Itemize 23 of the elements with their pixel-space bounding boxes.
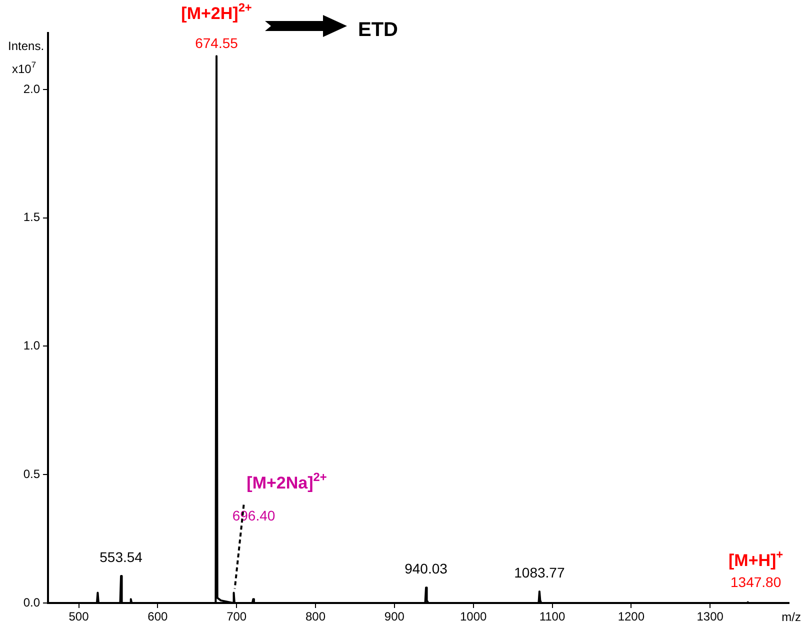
y-tick-label: 2.0 [23, 82, 40, 96]
x-tick-label: 900 [384, 610, 405, 623]
y-tick-label: 0.5 [23, 466, 40, 481]
x-tick-label: 600 [148, 610, 168, 623]
x-tick-label: 700 [226, 610, 247, 623]
annotation: 674.55 [195, 35, 238, 52]
annotation: [M+H]+ [728, 548, 784, 570]
x-tick-label: 1000 [460, 610, 488, 623]
y-tick-label: 1.0 [23, 338, 40, 353]
annotation: 1347.80 [730, 574, 782, 590]
annotation: 940.03 [404, 560, 448, 577]
annotation: 1083.77 [514, 564, 565, 580]
x-tick-label: 500 [68, 610, 90, 623]
x-tick-label: 1300 [696, 610, 724, 623]
x-tick-label: 1100 [539, 610, 566, 623]
y-tick-label: 0.0 [23, 595, 40, 610]
annotation: ETD [358, 19, 398, 41]
annotation: 696.40 [232, 508, 276, 524]
x-axis-title: m/z [782, 610, 802, 623]
y-tick-label: 1.5 [23, 210, 40, 224]
x-tick-label: 800 [306, 610, 326, 623]
annotation: 553.54 [100, 549, 143, 566]
x-tick-label: 1200 [618, 610, 645, 623]
